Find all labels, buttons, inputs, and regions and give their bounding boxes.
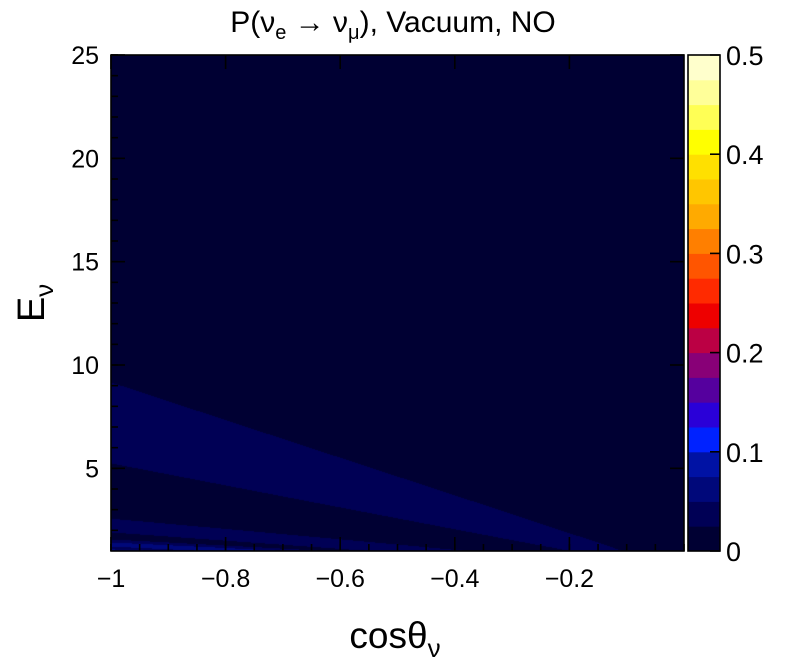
title-subscript-e: e <box>275 22 286 44</box>
title-suffix: ), Vacuum, NO <box>360 6 556 39</box>
y-axis-ticks: 5 10 15 20 25 <box>71 42 684 532</box>
colorbar-level <box>688 179 720 205</box>
colorbar-level <box>688 402 720 428</box>
colorbar-level <box>688 501 720 527</box>
y-tick-label: 20 <box>71 145 99 173</box>
colorbar-level <box>688 104 720 130</box>
colorbar-level <box>688 327 720 354</box>
svg-text:cosθν: cosθν <box>349 615 440 663</box>
colorbar-level <box>688 303 720 329</box>
colorbar-tick-label: 0.1 <box>726 438 764 468</box>
colorbar-level <box>688 55 720 81</box>
colorbar-level <box>688 79 720 106</box>
colorbar-level <box>688 129 720 155</box>
x-axis-ticks: −1 −0.8 −0.6 −0.4 −0.2 <box>97 55 685 593</box>
colorbar-tick-label: 0.3 <box>726 239 764 269</box>
colorbar-level <box>688 203 720 230</box>
x-tick-label: −0.6 <box>316 565 365 593</box>
y-tick-label: 25 <box>71 42 99 70</box>
x-tick-label: −0.2 <box>545 565 594 593</box>
x-tick-label: −0.8 <box>201 565 250 593</box>
colorbar-level <box>688 476 720 502</box>
title-arrow: → ν <box>286 6 348 39</box>
svg-text:Eν: Eν <box>11 284 59 322</box>
x-tick-label: −1 <box>97 565 126 593</box>
colorbar-level <box>688 278 720 304</box>
colorbar-level <box>688 154 720 180</box>
x-axis-label-main: cosθ <box>349 615 427 656</box>
colorbar-level <box>688 228 720 254</box>
svg-text:P(νe → νμ), Vacuum, NO: P(νe → νμ), Vacuum, NO <box>230 6 556 44</box>
y-tick-label: 10 <box>71 352 99 380</box>
colorbar-tick-label: 0.4 <box>726 140 764 170</box>
colorbar-level <box>688 253 720 279</box>
colorbar-tick-label: 0 <box>726 537 741 567</box>
colorbar-level <box>688 427 720 453</box>
colorbar: 0 0.1 0.2 0.3 0.4 0.5 <box>687 41 764 567</box>
x-axis-label: cosθν <box>349 615 440 663</box>
colorbar-tick-label: 0.5 <box>726 41 764 71</box>
colorbar-level <box>688 451 720 478</box>
colorbar-level <box>688 377 720 403</box>
title-prefix: P(ν <box>230 6 275 39</box>
colorbar-level <box>688 352 720 378</box>
y-axis-label-sub: ν <box>29 284 59 297</box>
y-axis-label-main: E <box>11 297 53 322</box>
colorbar-tick-label: 0.2 <box>726 339 764 369</box>
y-axis-label: Eν <box>11 284 59 322</box>
colorbar-level <box>688 526 720 552</box>
heatmap-plot-area <box>111 55 684 551</box>
title-subscript-mu: μ <box>348 22 360 44</box>
x-axis-label-sub: ν <box>428 633 441 663</box>
heatmap-canvas <box>111 55 684 551</box>
y-tick-label: 15 <box>71 249 99 277</box>
chart-title: P(νe → νμ), Vacuum, NO <box>230 6 556 44</box>
x-tick-label: −0.4 <box>430 565 479 593</box>
y-tick-label: 5 <box>85 455 99 483</box>
colorbar-frame <box>687 54 721 552</box>
